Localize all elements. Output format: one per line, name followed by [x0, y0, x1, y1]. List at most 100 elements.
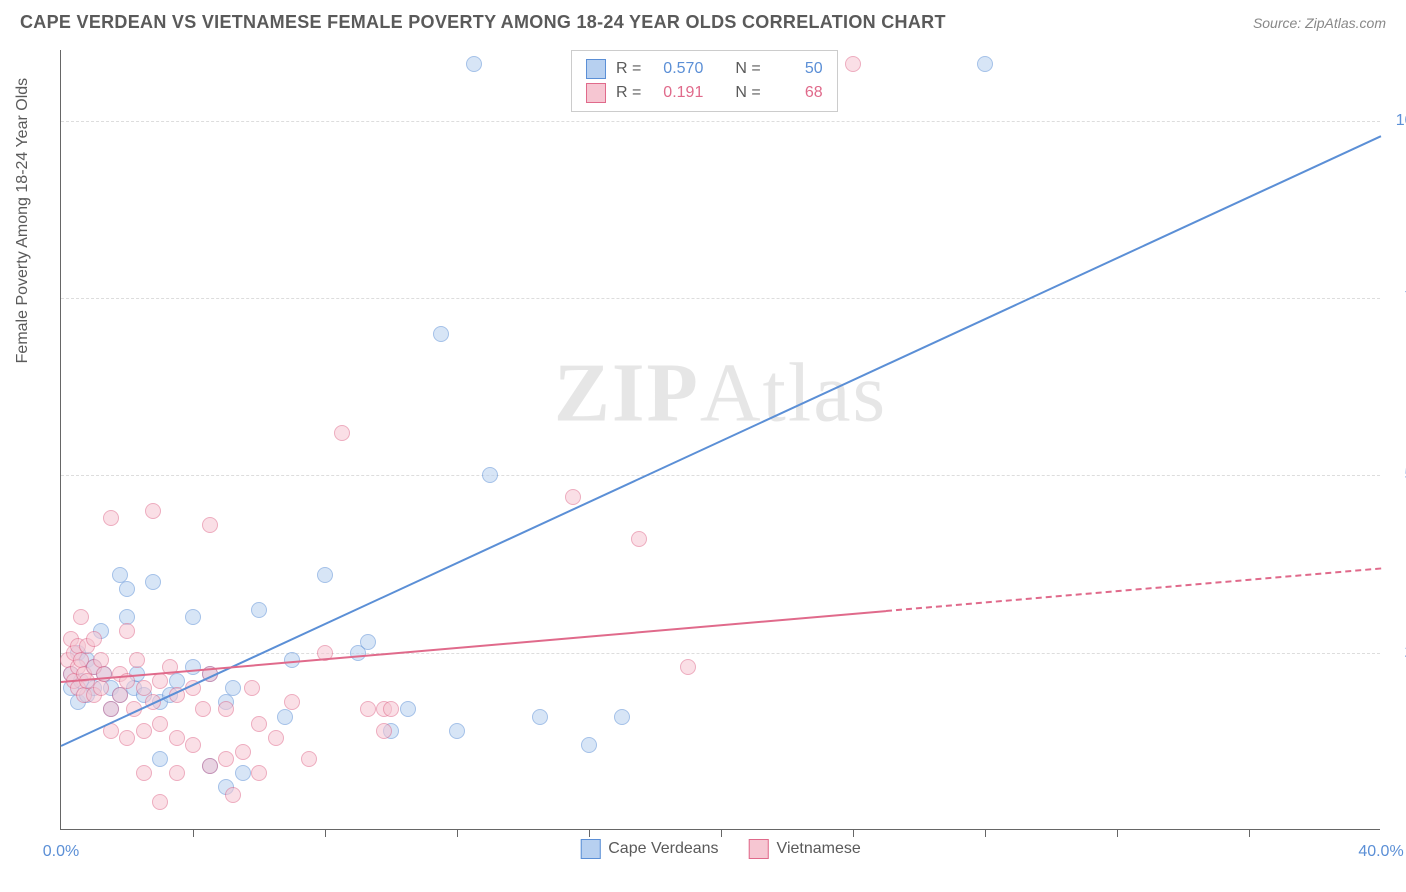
scatter-point: [93, 680, 109, 696]
scatter-point: [73, 609, 89, 625]
scatter-point: [251, 602, 267, 618]
watermark-suffix: Atlas: [700, 346, 887, 439]
scatter-point: [284, 694, 300, 710]
x-tick: [721, 829, 722, 837]
scatter-point: [185, 737, 201, 753]
bottom-legend: Cape Verdeans Vietnamese: [580, 839, 861, 859]
scatter-point: [845, 56, 861, 72]
scatter-point: [251, 716, 267, 732]
legend-item: Vietnamese: [749, 839, 861, 859]
scatter-point: [977, 56, 993, 72]
grid-line: [61, 298, 1380, 299]
r-value: 0.570: [651, 60, 703, 78]
scatter-point: [136, 723, 152, 739]
legend-label: Cape Verdeans: [608, 840, 718, 858]
scatter-point: [317, 567, 333, 583]
trend-line: [61, 610, 886, 683]
scatter-point: [169, 765, 185, 781]
stats-row: R = 0.570 N = 50: [586, 57, 823, 81]
scatter-point: [466, 56, 482, 72]
scatter-point: [152, 751, 168, 767]
scatter-point: [195, 701, 211, 717]
n-value: 68: [771, 84, 823, 102]
scatter-point: [225, 787, 241, 803]
scatter-point: [532, 709, 548, 725]
legend-swatch: [580, 839, 600, 859]
legend-swatch: [749, 839, 769, 859]
scatter-point: [244, 680, 260, 696]
scatter-point: [581, 737, 597, 753]
scatter-point: [185, 609, 201, 625]
scatter-point: [136, 765, 152, 781]
scatter-point: [119, 730, 135, 746]
scatter-point: [680, 659, 696, 675]
x-tick: [1249, 829, 1250, 837]
r-label: R =: [616, 84, 641, 102]
scatter-point: [218, 701, 234, 717]
grid-line: [61, 475, 1380, 476]
scatter-point: [360, 634, 376, 650]
scatter-point: [202, 758, 218, 774]
x-tick: [457, 829, 458, 837]
x-tick-label: 40.0%: [1358, 843, 1403, 861]
x-tick-label: 0.0%: [43, 843, 79, 861]
scatter-point: [376, 723, 392, 739]
scatter-point: [251, 765, 267, 781]
scatter-point: [152, 716, 168, 732]
x-tick: [325, 829, 326, 837]
scatter-point: [145, 503, 161, 519]
scatter-point: [614, 709, 630, 725]
n-value: 50: [771, 60, 823, 78]
scatter-point: [103, 701, 119, 717]
watermark: ZIPAtlas: [554, 344, 887, 441]
scatter-point: [235, 765, 251, 781]
scatter-point: [103, 510, 119, 526]
stats-row: R = 0.191 N = 68: [586, 81, 823, 105]
x-tick: [193, 829, 194, 837]
legend-swatch: [586, 83, 606, 103]
scatter-point: [129, 652, 145, 668]
scatter-point: [119, 581, 135, 597]
scatter-point: [112, 687, 128, 703]
n-label: N =: [735, 84, 760, 102]
scatter-point: [225, 680, 241, 696]
chart-header: CAPE VERDEAN VS VIETNAMESE FEMALE POVERT…: [0, 0, 1406, 41]
n-label: N =: [735, 60, 760, 78]
source-label: Source: ZipAtlas.com: [1253, 15, 1386, 31]
x-tick: [1117, 829, 1118, 837]
scatter-point: [565, 489, 581, 505]
scatter-point: [301, 751, 317, 767]
scatter-point: [433, 326, 449, 342]
scatter-point: [383, 701, 399, 717]
x-tick: [985, 829, 986, 837]
scatter-point: [360, 701, 376, 717]
chart-plot-area: Female Poverty Among 18-24 Year Olds ZIP…: [60, 50, 1380, 830]
scatter-point: [482, 467, 498, 483]
scatter-point: [136, 680, 152, 696]
y-tick-label: 100.0%: [1396, 112, 1406, 130]
scatter-point: [631, 531, 647, 547]
scatter-point: [169, 730, 185, 746]
legend-label: Vietnamese: [777, 840, 861, 858]
chart-title: CAPE VERDEAN VS VIETNAMESE FEMALE POVERT…: [20, 12, 946, 33]
trend-line: [61, 135, 1382, 747]
r-label: R =: [616, 60, 641, 78]
y-axis-label: Female Poverty Among 18-24 Year Olds: [14, 77, 32, 363]
scatter-point: [152, 673, 168, 689]
r-value: 0.191: [651, 84, 703, 102]
watermark-prefix: ZIP: [554, 346, 700, 439]
scatter-point: [235, 744, 251, 760]
scatter-point: [400, 701, 416, 717]
scatter-point: [119, 623, 135, 639]
scatter-point: [218, 751, 234, 767]
grid-line: [61, 121, 1380, 122]
stats-legend-box: R = 0.570 N = 50 R = 0.191 N = 68: [571, 50, 838, 112]
scatter-point: [268, 730, 284, 746]
scatter-point: [277, 709, 293, 725]
x-tick: [589, 829, 590, 837]
legend-item: Cape Verdeans: [580, 839, 718, 859]
x-tick: [853, 829, 854, 837]
legend-swatch: [586, 59, 606, 79]
scatter-point: [449, 723, 465, 739]
scatter-point: [202, 517, 218, 533]
